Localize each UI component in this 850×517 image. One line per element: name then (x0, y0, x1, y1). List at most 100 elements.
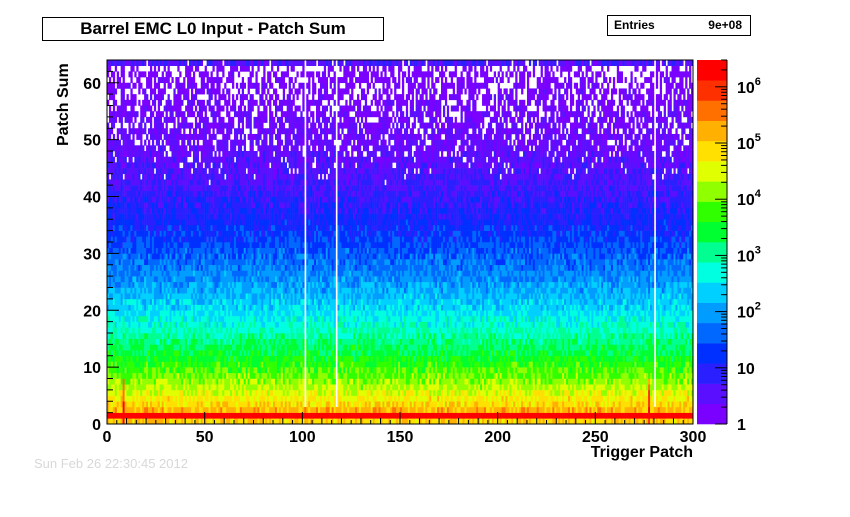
heatmap-cell (108, 315, 112, 322)
heatmap-cell (128, 327, 131, 334)
heatmap-cell (192, 77, 196, 84)
heatmap-cell (161, 310, 164, 317)
heatmap-cell (253, 151, 256, 157)
heatmap-cell (198, 327, 202, 334)
heatmap-cell (257, 111, 260, 118)
heatmap-cell (190, 179, 194, 186)
heatmap-cell (169, 162, 172, 169)
heatmap-cell (222, 401, 225, 408)
heatmap-cell (235, 367, 239, 374)
heatmap-cell (161, 185, 164, 192)
heatmap-cell (259, 378, 262, 385)
heatmap-cell (107, 367, 110, 374)
heatmap-cell (267, 242, 270, 248)
heatmap-cell (230, 259, 233, 266)
heatmap-cell (126, 236, 129, 243)
heatmap-cell (241, 276, 245, 283)
heatmap-cell (132, 179, 135, 186)
heatmap-cell (110, 173, 114, 180)
heatmap-cell (189, 253, 192, 260)
heatmap-cell (210, 236, 213, 243)
heatmap-cell (267, 367, 270, 374)
heatmap-cell (144, 105, 147, 112)
heatmap-cell (124, 344, 127, 351)
heatmap-cell (175, 224, 178, 231)
heatmap-cell (110, 401, 114, 408)
heatmap-cell (157, 65, 161, 72)
heatmap-cell (181, 122, 184, 129)
heatmap-cell (148, 82, 151, 89)
heatmap-cell (167, 287, 170, 294)
heatmap-cell (206, 71, 209, 78)
heatmap-cell (167, 253, 170, 260)
heatmap-cell (107, 412, 110, 419)
heatmap-cell (136, 151, 139, 157)
heatmap-cell (232, 350, 235, 357)
heatmap-cell (107, 179, 110, 186)
heatmap-cell (269, 350, 272, 357)
heatmap-cell (181, 412, 184, 419)
heatmap-cell (171, 168, 174, 175)
heatmap-cell (194, 389, 198, 396)
heatmap-cell (130, 367, 133, 374)
heatmap-cell (120, 327, 123, 334)
heatmap-cell (118, 281, 121, 288)
heatmap-cell (202, 372, 205, 379)
heatmap-cell (116, 281, 120, 288)
heatmap-cell (235, 207, 239, 214)
heatmap-cell (212, 116, 215, 123)
heatmap-cell (149, 264, 153, 271)
heatmap-cell (159, 304, 162, 311)
heatmap-cell (189, 281, 192, 288)
heatmap-cell (148, 247, 151, 254)
heatmap-cell (134, 270, 137, 277)
heatmap-cell (202, 179, 205, 186)
heatmap-cell (128, 378, 131, 385)
heatmap-cell (130, 350, 133, 357)
heatmap-cell (210, 327, 213, 334)
heatmap-cell (171, 242, 174, 248)
heatmap-cell (138, 367, 141, 374)
heatmap-cell (198, 207, 202, 214)
heatmap-cell (247, 270, 250, 277)
heatmap-cell (232, 196, 235, 203)
heatmap-cell (155, 367, 159, 374)
heatmap-cell (142, 333, 145, 339)
heatmap-cell (255, 190, 258, 197)
heatmap-cell (241, 88, 245, 95)
heatmap-cell (155, 281, 159, 288)
heatmap-cell (220, 94, 223, 101)
heatmap-cell (261, 247, 264, 254)
heatmap-cell (165, 247, 168, 254)
heatmap-cell (220, 213, 223, 220)
heatmap-cell (151, 298, 155, 305)
heatmap-cell (255, 344, 258, 351)
heatmap-cell (192, 333, 196, 339)
heatmap-cell (216, 372, 219, 379)
heatmap-cell (263, 281, 266, 288)
heatmap-cell (255, 162, 258, 169)
heatmap-cell (179, 179, 182, 186)
heatmap-cell (194, 355, 198, 362)
heatmap-cell (212, 242, 215, 248)
heatmap-cell (196, 179, 200, 186)
heatmap-cell (235, 287, 239, 294)
heatmap-cell (212, 321, 215, 328)
heatmap-cell (239, 270, 243, 277)
heatmap-cell (153, 395, 157, 402)
heatmap-cell (220, 355, 223, 362)
heatmap-cell (235, 168, 239, 175)
heatmap-cell (179, 60, 182, 66)
heatmap-cell (134, 116, 137, 123)
heatmap-cell (224, 185, 227, 192)
heatmap-cell (132, 389, 135, 396)
heatmap-cell (140, 344, 143, 351)
heatmap-cell (177, 259, 180, 266)
heatmap-cell (169, 310, 172, 317)
heatmap-cell (142, 298, 145, 305)
heatmap-cell (153, 77, 157, 84)
heatmap-cell (194, 298, 198, 305)
heatmap-cell (138, 77, 141, 84)
heatmap-cell (108, 190, 112, 197)
heatmap-cell (218, 151, 221, 157)
